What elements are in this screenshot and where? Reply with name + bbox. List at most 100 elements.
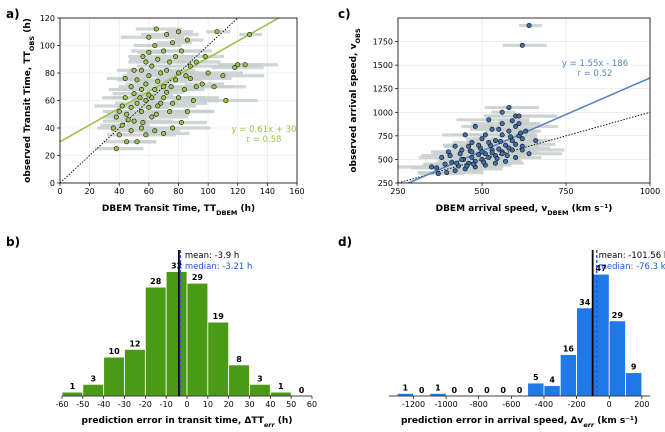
data-point <box>452 168 458 174</box>
histogram-bar <box>625 372 643 397</box>
data-point <box>509 118 515 124</box>
y-tick-label: 120 <box>40 14 55 23</box>
data-point <box>161 131 167 137</box>
data-point <box>181 87 187 93</box>
data-point <box>146 49 152 55</box>
data-point <box>519 42 525 48</box>
histogram-bar <box>186 282 209 397</box>
data-point <box>199 81 205 87</box>
data-point <box>161 95 167 101</box>
x-tick-label: -1200 <box>402 400 425 409</box>
data-point <box>497 139 503 145</box>
data-point <box>489 126 495 132</box>
data-point <box>176 95 182 101</box>
data-point <box>435 171 441 177</box>
histogram-bar <box>527 382 545 397</box>
data-point <box>506 105 512 111</box>
data-point <box>183 73 189 79</box>
data-point <box>131 91 137 97</box>
data-point <box>125 117 131 123</box>
data-point <box>508 134 514 140</box>
histogram-panel-arrival-speed: 1 0 1 0 0 0 0 0 5 4 16 34 47 29 9 mean: -101.56 km/smed… <box>389 250 665 429</box>
x-tick-label: 10 <box>203 400 213 409</box>
data-point <box>143 81 149 87</box>
data-point <box>499 121 505 127</box>
y-tick-label: 100 <box>40 42 55 51</box>
histogram-bar <box>543 385 561 397</box>
x-tick-label: 20 <box>85 187 95 196</box>
y-tick-label: 250 <box>378 179 393 188</box>
bar-count-label: 34 <box>579 298 591 307</box>
data-point <box>140 53 146 59</box>
x-tick-label: 0 <box>607 400 612 409</box>
data-point <box>138 67 144 73</box>
data-point <box>178 48 184 54</box>
data-point <box>149 63 155 69</box>
data-point <box>113 114 119 120</box>
y-axis-label: observed arrival speed, vOBS <box>349 28 362 173</box>
data-point <box>176 70 182 76</box>
data-point <box>486 139 492 145</box>
data-point <box>496 126 502 132</box>
data-point <box>116 132 122 138</box>
data-point <box>509 147 515 153</box>
x-tick-label: -10 <box>160 400 173 409</box>
x-tick-label: 40 <box>114 187 124 196</box>
bar-count-label: 0 <box>468 386 474 395</box>
data-point <box>434 165 440 171</box>
x-axis-label: DBEM Transit Time, TTDBEM (h) <box>102 204 255 217</box>
scatter-panel-transit-time: 0 20 40 60 80 100 120 140 160 0 20 40 60 80 100 120 y = … <box>23 14 305 217</box>
correlation-coefficient: r = 0.58 <box>247 135 282 145</box>
data-point <box>459 156 465 162</box>
y-tick-label: 0 <box>50 179 55 188</box>
y-tick-label: 1750 <box>373 38 393 47</box>
panel-label-d: d) <box>338 235 352 249</box>
histogram-bar <box>144 286 167 397</box>
data-point <box>513 155 519 161</box>
bar-count-label: 12 <box>129 339 140 348</box>
fit-equation: y = 0.61x + 30 <box>232 125 297 135</box>
data-point <box>124 111 130 117</box>
data-point <box>489 150 495 156</box>
data-point <box>131 118 137 124</box>
data-point <box>193 59 199 65</box>
data-point <box>131 67 137 73</box>
y-tick-label: 1000 <box>373 108 393 117</box>
bar-count-label: 0 <box>484 386 490 395</box>
x-tick-label: 40 <box>265 400 275 409</box>
data-point <box>155 56 161 62</box>
data-point <box>472 123 478 129</box>
data-point <box>499 109 505 115</box>
data-point <box>499 151 505 157</box>
histogram-bar <box>576 307 594 397</box>
x-tick-label: 500 <box>474 187 489 196</box>
data-point <box>504 153 510 159</box>
data-point <box>138 87 144 93</box>
data-point <box>173 77 179 83</box>
x-tick-label: 0 <box>184 400 189 409</box>
data-point <box>176 29 182 35</box>
bar-count-label: 1 <box>435 383 441 392</box>
x-tick-label: 20 <box>224 400 234 409</box>
data-point <box>152 128 158 134</box>
x-tick-label: -20 <box>139 400 152 409</box>
data-point <box>247 31 253 37</box>
fit-equation: y = 1.55x - 186 <box>562 59 628 69</box>
data-point <box>110 125 116 131</box>
data-point <box>168 84 174 90</box>
x-tick-label: 60 <box>307 400 317 409</box>
data-point <box>442 161 448 167</box>
data-point <box>462 132 468 138</box>
data-point <box>513 141 519 147</box>
data-point <box>449 159 455 165</box>
data-point <box>164 67 170 73</box>
x-tick-label: 140 <box>260 187 275 196</box>
data-point <box>439 155 445 161</box>
data-point <box>466 143 472 149</box>
scatter-panel-arrival-speed: 250 500 750 1000 250 500 750 1000 1250 1500 1750 y … <box>349 17 660 217</box>
x-tick-label: -60 <box>55 400 68 409</box>
bar-count-label: 1 <box>70 382 76 391</box>
data-point <box>134 77 140 83</box>
bar-count-label: 29 <box>612 311 624 320</box>
panel-label-c: c) <box>338 7 351 21</box>
